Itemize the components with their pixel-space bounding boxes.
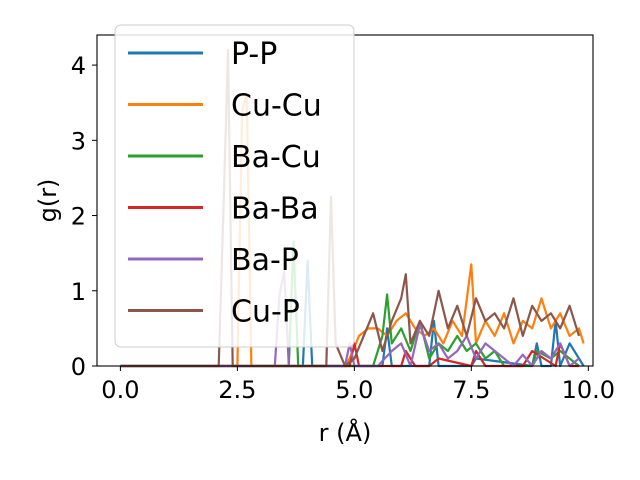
x-tick-label: 0.0 [101,376,139,404]
y-tick-label: 3 [71,127,86,155]
x-tick-label: 5.0 [335,376,373,404]
y-axis-title: g(r) [34,179,62,223]
y-tick-label: 0 [71,353,86,381]
x-tick-label: 2.5 [218,376,256,404]
y-tick-label: 4 [71,52,86,80]
legend-label: Cu-Cu [231,89,322,124]
y-tick-label: 2 [71,203,86,231]
x-tick-label: 10.0 [562,376,615,404]
legend-label: Ba-Cu [231,140,321,175]
legend-label: Ba-Ba [231,192,319,227]
y-axis: 0 1 2 3 4 [71,52,97,381]
x-axis: 0.0 2.5 5.0 7.5 10.0 [101,366,615,404]
legend-label: Cu-P [231,295,300,330]
y-tick-label: 1 [71,278,86,306]
x-tick-label: 7.5 [452,376,490,404]
legend-label: Ba-P [231,243,299,278]
x-axis-title: r (Å) [319,418,372,447]
legend-label: P-P [231,37,277,72]
legend: P-P Cu-Cu Ba-Cu Ba-Ba Ba-P Cu-P [114,24,355,348]
